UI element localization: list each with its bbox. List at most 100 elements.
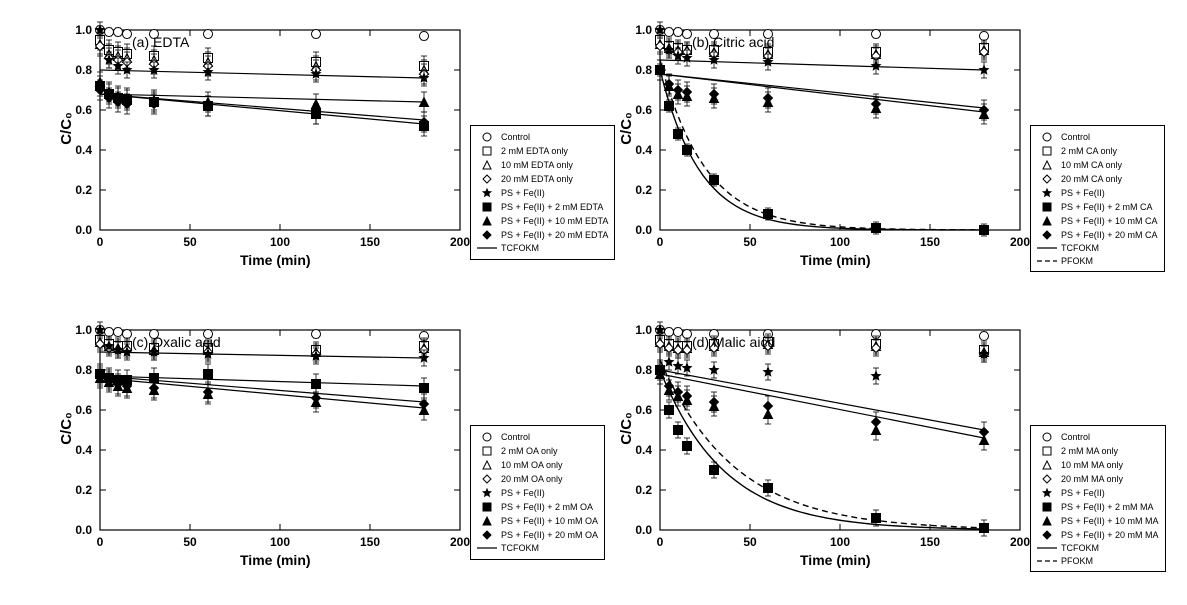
svg-text:1.0: 1.0 [75, 323, 92, 337]
x-axis-label: Time (min) [240, 552, 311, 568]
legend-label: PS + Fe(II) + 2 mM CA [1061, 201, 1153, 214]
legend-label: PS + Fe(II) + 2 mM MA [1061, 501, 1154, 514]
svg-text:100: 100 [830, 535, 850, 549]
legend-label: Control [501, 131, 530, 144]
legend-item: PS + Fe(II) + 20 mM EDTA [477, 228, 608, 242]
legend-label: 20 mM EDTA only [501, 173, 573, 186]
svg-text:0.2: 0.2 [635, 183, 652, 197]
legend-item: PS + Fe(II) + 10 mM CA [1037, 214, 1158, 228]
x-axis-label: Time (min) [800, 552, 871, 568]
svg-text:0.6: 0.6 [635, 103, 652, 117]
legend-label: PS + Fe(II) + 20 mM OA [501, 529, 598, 542]
plot-svg: 0501001502000.00.20.40.60.81.0 [60, 20, 480, 280]
legend-label: 2 mM EDTA only [501, 145, 568, 158]
legend-item: 20 mM EDTA only [477, 172, 608, 186]
legend-label: PS + Fe(II) + 2 mM OA [501, 501, 593, 514]
legend-label: Control [1061, 131, 1090, 144]
legend-item: 2 mM EDTA only [477, 144, 608, 158]
svg-text:0.8: 0.8 [75, 63, 92, 77]
legend-label: PS + Fe(II) + 20 mM CA [1061, 229, 1158, 242]
legend-item: Control [1037, 430, 1159, 444]
legend-label: PFOKM [1061, 555, 1093, 568]
svg-text:0.4: 0.4 [635, 143, 652, 157]
svg-text:1.0: 1.0 [635, 323, 652, 337]
legend-item: TCFOKM [1037, 242, 1158, 255]
legend-item: PS + Fe(II) + 10 mM OA [477, 514, 598, 528]
legend-item: PS + Fe(II) + 20 mM CA [1037, 228, 1158, 242]
legend-item: PFOKM [1037, 255, 1158, 268]
legend-item: 20 mM CA only [1037, 172, 1158, 186]
legend-item: PS + Fe(II) + 2 mM MA [1037, 500, 1159, 514]
svg-text:50: 50 [743, 535, 757, 549]
svg-text:0.0: 0.0 [635, 223, 652, 237]
legend-item: TCFOKM [1037, 542, 1159, 555]
chart-panel-d: 0501001502000.00.20.40.60.81.0(d) Malic … [620, 320, 1040, 580]
legend-label: Control [1061, 431, 1090, 444]
y-axis-label: C/C₀ [618, 412, 635, 445]
svg-text:50: 50 [183, 535, 197, 549]
svg-text:0.6: 0.6 [75, 103, 92, 117]
svg-text:0.6: 0.6 [75, 403, 92, 417]
svg-text:100: 100 [270, 535, 290, 549]
legend-label: PS + Fe(II) + 10 mM CA [1061, 215, 1158, 228]
legend-item: PS + Fe(II) + 20 mM MA [1037, 528, 1159, 542]
legend-label: PS + Fe(II) + 10 mM EDTA [501, 215, 608, 228]
legend-label: 2 mM OA only [501, 445, 558, 458]
svg-text:0.8: 0.8 [75, 363, 92, 377]
chart-panel-b: 0501001502000.00.20.40.60.81.0(b) Citric… [620, 20, 1040, 280]
legend-item: PS + Fe(II) + 10 mM MA [1037, 514, 1159, 528]
legend-item: PS + Fe(II) + 2 mM EDTA [477, 200, 608, 214]
legend-label: Control [501, 431, 530, 444]
svg-text:200: 200 [1010, 535, 1030, 549]
svg-text:100: 100 [270, 235, 290, 249]
legend-label: PS + Fe(II) [501, 187, 545, 200]
legend-item: PS + Fe(II) [1037, 186, 1158, 200]
legend-label: 10 mM CA only [1061, 159, 1122, 172]
legend: Control2 mM CA only10 mM CA only20 mM CA… [1030, 125, 1165, 272]
legend-label: 2 mM MA only [1061, 445, 1118, 458]
legend-item: Control [477, 130, 608, 144]
legend-item: 2 mM CA only [1037, 144, 1158, 158]
svg-text:1.0: 1.0 [635, 23, 652, 37]
legend-label: PS + Fe(II) + 2 mM EDTA [501, 201, 603, 214]
legend-label: PS + Fe(II) + 20 mM EDTA [501, 229, 608, 242]
legend-item: TCFOKM [477, 542, 598, 555]
svg-text:0: 0 [97, 235, 104, 249]
svg-text:150: 150 [920, 535, 940, 549]
svg-text:0.2: 0.2 [75, 483, 92, 497]
legend-label: PS + Fe(II) [1061, 487, 1105, 500]
legend-label: PFOKM [1061, 255, 1093, 268]
legend-label: PS + Fe(II) + 10 mM OA [501, 515, 598, 528]
legend-item: PS + Fe(II) [477, 486, 598, 500]
legend-label: PS + Fe(II) [1061, 187, 1105, 200]
legend-item: PS + Fe(II) [1037, 486, 1159, 500]
svg-text:200: 200 [1010, 235, 1030, 249]
legend-label: TCFOKM [501, 542, 539, 555]
svg-text:50: 50 [743, 235, 757, 249]
svg-text:0: 0 [657, 535, 664, 549]
legend-item: Control [477, 430, 598, 444]
svg-text:0.4: 0.4 [635, 443, 652, 457]
plot-svg: 0501001502000.00.20.40.60.81.0 [60, 320, 480, 580]
y-axis-label: C/C₀ [618, 112, 635, 145]
svg-text:150: 150 [360, 535, 380, 549]
x-axis-label: Time (min) [240, 252, 311, 268]
legend-label: 20 mM OA only [501, 473, 563, 486]
legend-label: PS + Fe(II) [501, 487, 545, 500]
svg-text:1.0: 1.0 [75, 23, 92, 37]
legend-item: 10 mM MA only [1037, 458, 1159, 472]
svg-text:0.2: 0.2 [75, 183, 92, 197]
y-axis-label: C/C₀ [58, 112, 75, 145]
svg-text:0.0: 0.0 [75, 223, 92, 237]
legend: Control2 mM EDTA only10 mM EDTA only20 m… [470, 125, 615, 260]
legend-item: PS + Fe(II) + 10 mM EDTA [477, 214, 608, 228]
plot-svg: 0501001502000.00.20.40.60.81.0 [620, 20, 1040, 280]
legend: Control2 mM OA only10 mM OA only20 mM OA… [470, 425, 605, 560]
legend-item: PS + Fe(II) + 2 mM OA [477, 500, 598, 514]
legend-item: 10 mM EDTA only [477, 158, 608, 172]
panel-title: (a) EDTA [132, 34, 189, 50]
legend-label: PS + Fe(II) + 20 mM MA [1061, 529, 1159, 542]
legend-item: 10 mM CA only [1037, 158, 1158, 172]
plot-svg: 0501001502000.00.20.40.60.81.0 [620, 320, 1040, 580]
legend-label: 10 mM EDTA only [501, 159, 573, 172]
